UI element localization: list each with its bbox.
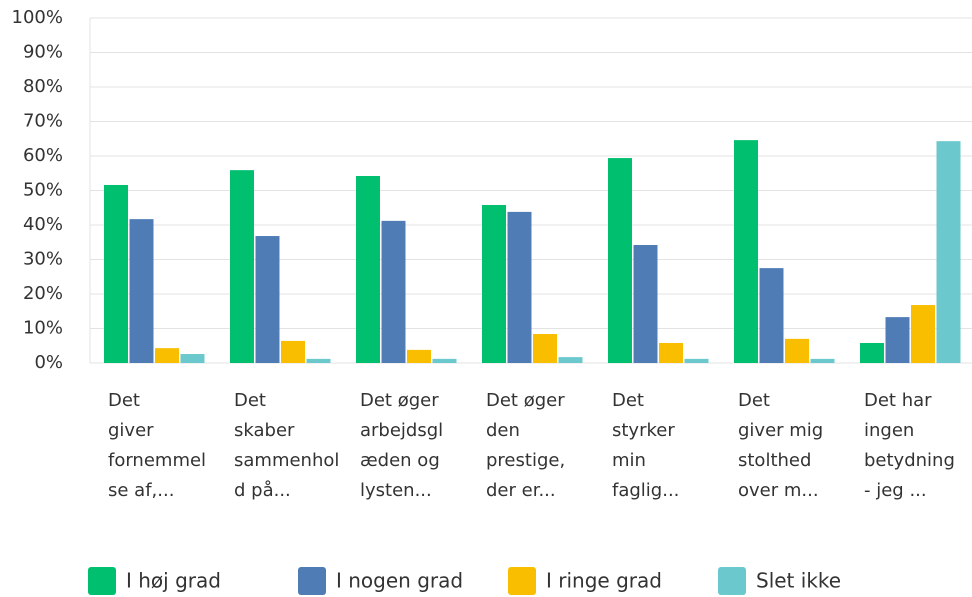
bar	[281, 340, 305, 363]
bar	[104, 184, 128, 363]
x-tick-label: giver mig	[738, 420, 823, 441]
x-tick-label: styrker	[612, 420, 675, 441]
bar	[507, 211, 532, 363]
y-tick-label: 100%	[12, 7, 63, 28]
legend-swatch	[298, 567, 326, 595]
y-tick-label: 50%	[23, 180, 63, 201]
x-tick-label: d på...	[234, 480, 291, 501]
bar	[936, 141, 961, 363]
x-tick-label: ingen	[864, 420, 914, 441]
y-tick-label: 60%	[23, 145, 63, 166]
x-tick-label: Det	[612, 390, 644, 411]
legend-label: I ringe grad	[546, 569, 662, 593]
x-tick-label: der er...	[486, 480, 556, 501]
x-tick-label: Det øger	[360, 390, 439, 411]
legend-label: I nogen grad	[336, 569, 463, 593]
bar	[432, 358, 457, 363]
bar	[255, 236, 280, 363]
y-tick-label: 80%	[23, 76, 63, 97]
y-tick-label: 70%	[23, 111, 63, 132]
x-tick-label: æden og	[360, 450, 440, 471]
y-tick-label: 40%	[23, 214, 63, 235]
bar	[381, 220, 406, 363]
x-tick-label: min	[612, 450, 646, 471]
x-tick-label: giver	[108, 420, 154, 441]
bar	[533, 334, 557, 363]
y-tick-label: 20%	[23, 283, 63, 304]
x-tick-label: Det øger	[486, 390, 565, 411]
bar	[482, 204, 506, 363]
x-tick-label: - jeg ...	[864, 480, 927, 501]
bar	[785, 338, 809, 363]
bar	[306, 358, 331, 363]
bar	[608, 158, 632, 363]
bar	[230, 170, 254, 363]
bar	[180, 354, 205, 363]
x-tick-label: skaber	[234, 420, 295, 441]
x-tick-label: Det	[234, 390, 266, 411]
legend-swatch	[718, 567, 746, 595]
x-tick-label: lysten...	[360, 480, 432, 501]
x-tick-label: faglig...	[612, 480, 679, 501]
legend-label: Slet ikke	[756, 569, 841, 593]
x-tick-label: arbejdsgl	[360, 420, 443, 441]
bar	[633, 245, 658, 363]
x-tick-label: se af,...	[108, 480, 174, 501]
bar	[860, 342, 884, 363]
x-tick-label: Det	[738, 390, 770, 411]
x-tick-label: stolthed	[738, 450, 811, 471]
x-tick-label: fornemmel	[108, 450, 206, 471]
bar	[129, 219, 154, 363]
legend-label: I høj grad	[126, 569, 221, 593]
bar	[684, 358, 709, 363]
x-tick-label: prestige,	[486, 450, 565, 471]
bar	[911, 305, 935, 363]
bar	[407, 349, 431, 363]
bar	[659, 342, 683, 363]
bar	[810, 358, 835, 363]
y-tick-label: 10%	[23, 318, 63, 339]
x-tick-label: over m...	[738, 480, 819, 501]
bar	[155, 348, 179, 363]
legend-swatch	[508, 567, 536, 595]
legend-swatch	[88, 567, 116, 595]
x-tick-label: Det har	[864, 390, 932, 411]
x-tick-label: den	[486, 420, 520, 441]
bar	[759, 268, 784, 363]
y-tick-label: 30%	[23, 249, 63, 270]
x-tick-label: Det	[108, 390, 140, 411]
bar	[885, 317, 910, 363]
y-tick-label: 90%	[23, 42, 63, 63]
bar	[356, 176, 380, 363]
bar	[558, 357, 583, 363]
x-tick-label: betydning	[864, 450, 955, 471]
bar	[734, 140, 758, 363]
y-tick-label: 0%	[34, 352, 63, 373]
x-tick-label: sammenhol	[234, 450, 339, 471]
